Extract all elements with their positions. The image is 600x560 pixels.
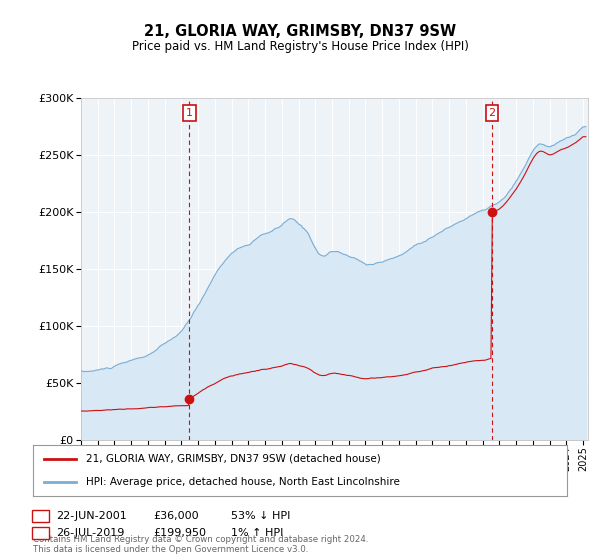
- Text: 26-JUL-2019: 26-JUL-2019: [56, 528, 124, 538]
- Text: £199,950: £199,950: [153, 528, 206, 538]
- Text: 53% ↓ HPI: 53% ↓ HPI: [231, 511, 290, 521]
- Text: Contains HM Land Registry data © Crown copyright and database right 2024.
This d: Contains HM Land Registry data © Crown c…: [33, 535, 368, 554]
- Text: 2: 2: [488, 108, 496, 118]
- Text: 21, GLORIA WAY, GRIMSBY, DN37 9SW: 21, GLORIA WAY, GRIMSBY, DN37 9SW: [144, 24, 456, 39]
- Text: 21, GLORIA WAY, GRIMSBY, DN37 9SW (detached house): 21, GLORIA WAY, GRIMSBY, DN37 9SW (detac…: [86, 454, 381, 464]
- Text: 2: 2: [37, 528, 44, 538]
- Text: £36,000: £36,000: [153, 511, 199, 521]
- Text: Price paid vs. HM Land Registry's House Price Index (HPI): Price paid vs. HM Land Registry's House …: [131, 40, 469, 53]
- Text: HPI: Average price, detached house, North East Lincolnshire: HPI: Average price, detached house, Nort…: [86, 477, 400, 487]
- Text: 1% ↑ HPI: 1% ↑ HPI: [231, 528, 283, 538]
- Text: 22-JUN-2001: 22-JUN-2001: [56, 511, 127, 521]
- Text: 1: 1: [186, 108, 193, 118]
- Text: 1: 1: [37, 511, 44, 521]
